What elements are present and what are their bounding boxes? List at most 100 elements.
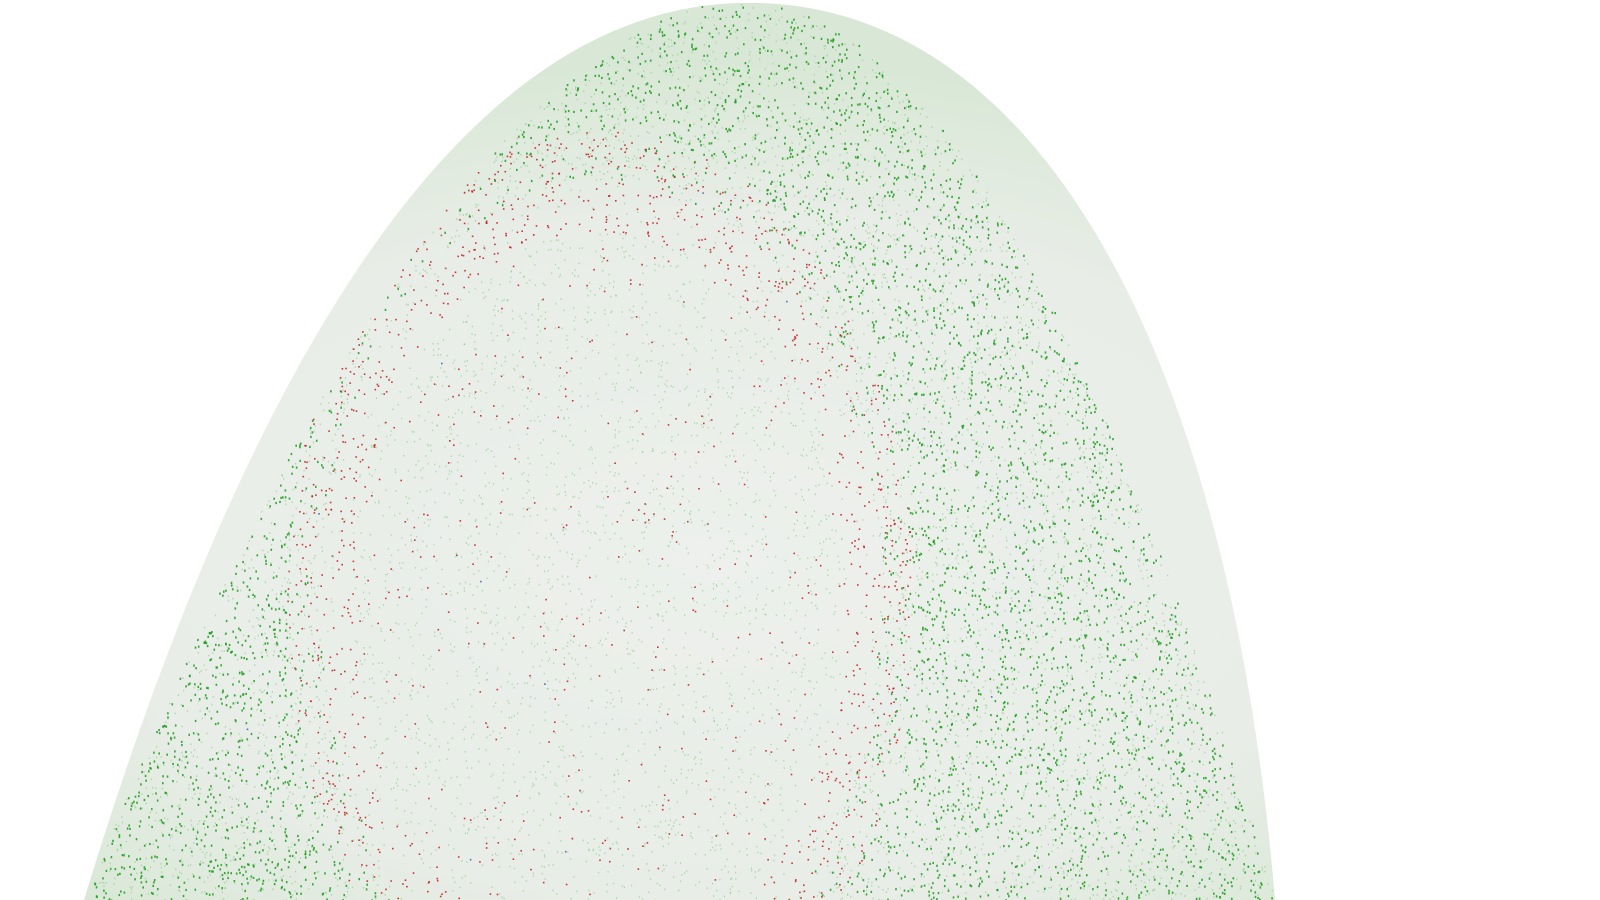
point-mid: [554, 327, 557, 329]
point-mid: [359, 845, 361, 847]
point-mid: [371, 625, 373, 627]
point-mid: [717, 132, 719, 134]
point-mid: [1200, 794, 1202, 796]
point-mid: [1024, 788, 1026, 791]
point-mid: [1050, 348, 1052, 351]
point-high: [311, 844, 314, 847]
point-high: [889, 127, 891, 130]
point-mid: [448, 844, 450, 846]
point-low: [553, 730, 555, 733]
point-mid: [265, 810, 267, 813]
point-mid: [1005, 887, 1007, 889]
point-high: [421, 260, 424, 263]
point-mid: [405, 303, 408, 306]
point-mid: [804, 522, 806, 524]
point-mid: [684, 253, 686, 255]
point-mid: [759, 499, 761, 501]
point-high: [963, 575, 966, 578]
point-high: [548, 101, 550, 105]
point-high: [1253, 836, 1256, 839]
point-mid: [884, 842, 886, 845]
point-low: [731, 245, 733, 248]
point-mid: [946, 301, 948, 303]
point-mid: [867, 881, 869, 883]
point-high: [1191, 742, 1193, 745]
point-mid: [868, 356, 870, 359]
point-mid: [299, 571, 301, 573]
point-mid: [668, 294, 670, 296]
point-mid: [685, 792, 688, 794]
point-high: [299, 676, 302, 680]
point-high: [1088, 406, 1091, 409]
point-low: [889, 601, 891, 603]
point-mid: [719, 728, 721, 731]
point-mid: [632, 439, 634, 441]
point-high: [896, 374, 898, 378]
point-low: [339, 377, 342, 379]
point-mid: [746, 562, 748, 564]
point-mid: [975, 249, 977, 251]
point-mid: [497, 187, 499, 189]
point-mid: [505, 643, 507, 646]
point-high: [800, 231, 802, 234]
point-mid: [617, 420, 620, 423]
point-mid: [813, 510, 815, 513]
point-high: [1190, 860, 1192, 863]
point-mid: [188, 787, 190, 790]
point-high: [1059, 608, 1062, 611]
point-high: [1012, 377, 1014, 380]
point-low: [499, 819, 502, 821]
point-mid: [441, 637, 443, 640]
point-mid: [971, 535, 973, 537]
point-mid: [684, 872, 686, 874]
point-high: [911, 841, 914, 844]
point-low: [453, 444, 455, 446]
point-mid: [918, 335, 920, 338]
point-low: [901, 552, 904, 555]
point-mid: [261, 510, 263, 513]
point-high: [990, 728, 993, 731]
point-mid: [998, 895, 1000, 898]
point-high: [1016, 266, 1019, 269]
point-high: [269, 625, 271, 628]
point-mid: [408, 681, 410, 683]
point-mid: [1224, 874, 1226, 876]
point-high: [1031, 591, 1033, 594]
point-high: [1176, 884, 1179, 888]
point-low: [406, 885, 408, 888]
point-high: [955, 525, 957, 528]
point-mid: [788, 70, 790, 72]
point-mid: [880, 611, 882, 613]
point-low: [353, 692, 355, 695]
point-high: [310, 505, 313, 508]
point-low: [834, 779, 837, 782]
point-high: [924, 627, 927, 630]
point-low: [297, 720, 300, 722]
point-mid: [946, 449, 948, 452]
point-mid: [859, 786, 861, 789]
point-high: [1117, 881, 1120, 884]
point-high: [1136, 717, 1139, 720]
point-low: [807, 281, 809, 284]
point-high: [1083, 761, 1086, 765]
point-mid: [888, 352, 890, 355]
point-mid: [744, 729, 746, 732]
point-high: [1191, 673, 1194, 676]
point-mid: [485, 517, 487, 519]
point-high: [1044, 458, 1046, 461]
point-mid: [585, 555, 587, 557]
point-high: [1080, 620, 1083, 623]
point-mid: [675, 654, 677, 657]
point-mid: [916, 230, 918, 233]
point-mid: [585, 357, 587, 359]
point-high: [357, 352, 360, 355]
point-mid: [329, 472, 332, 475]
point-high: [924, 186, 927, 189]
point-high: [1216, 813, 1219, 816]
point-low: [505, 232, 507, 235]
point-mid: [402, 586, 404, 589]
point-mid: [1018, 825, 1020, 828]
point-low: [860, 486, 862, 489]
